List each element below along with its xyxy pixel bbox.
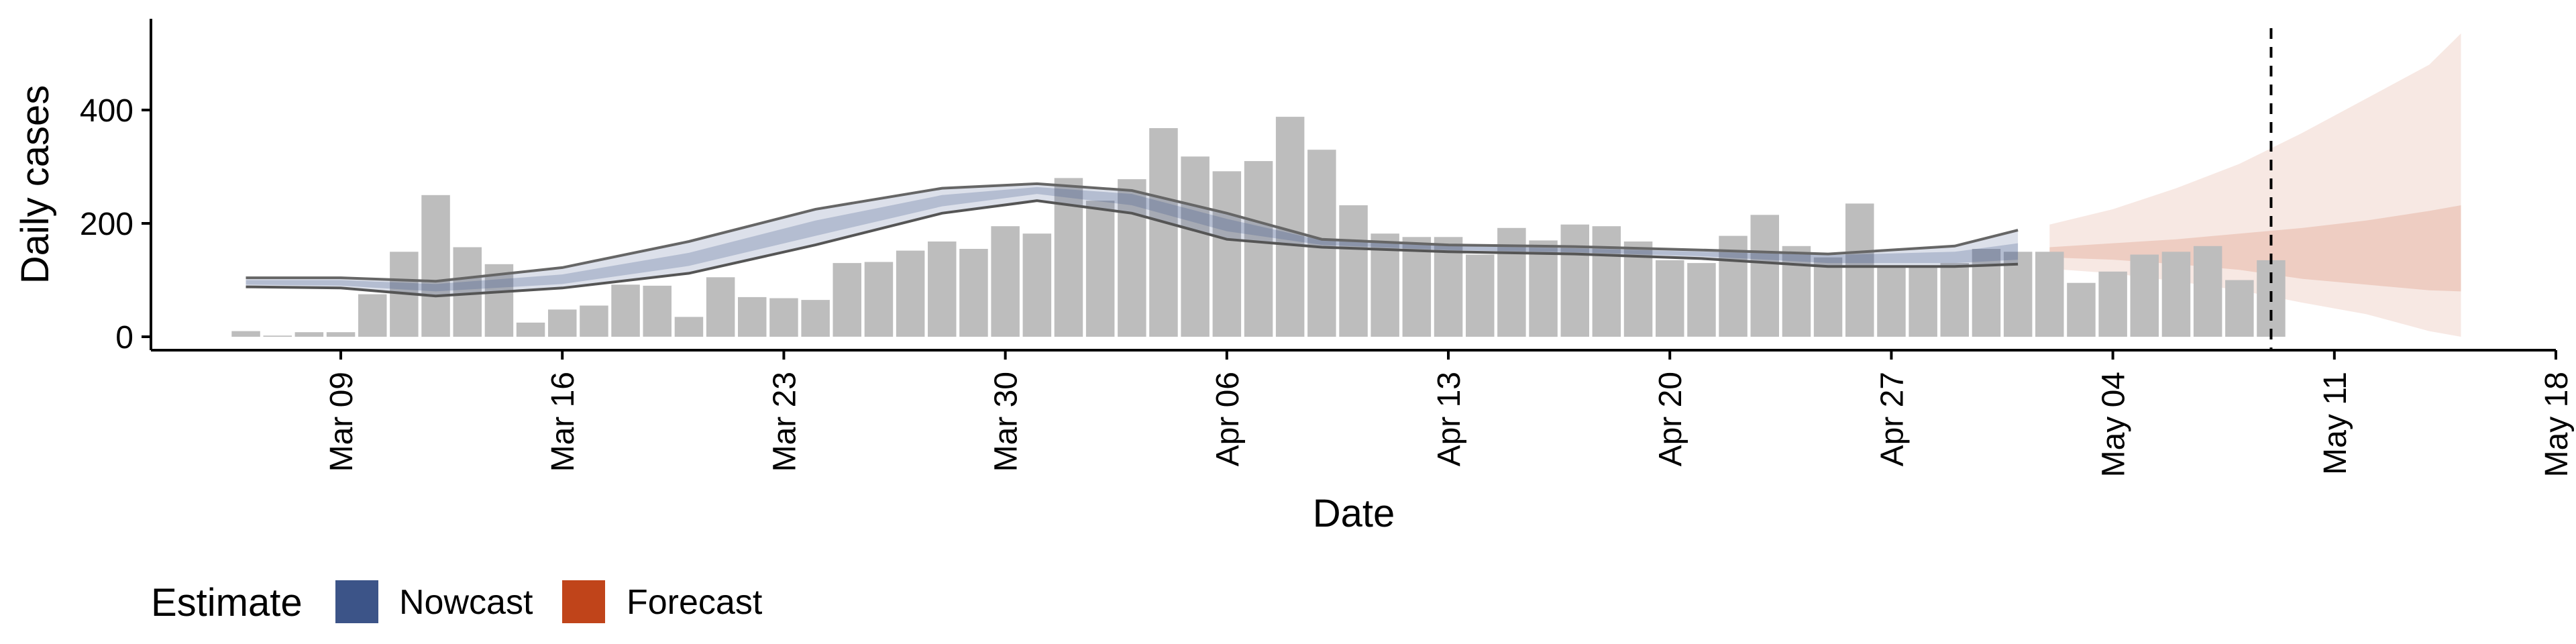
axes-layer [150, 19, 2556, 352]
case-bar [1244, 161, 1273, 337]
bar-layer [231, 117, 2286, 337]
case-bar [643, 285, 672, 337]
case-bar [801, 300, 830, 337]
case-bar [1719, 235, 1748, 337]
case-bar [1149, 128, 1178, 337]
case-bar [2161, 252, 2191, 337]
x-tick-label: Apr 27 [1874, 372, 1910, 466]
case-bar [833, 263, 861, 337]
case-bar [896, 250, 925, 337]
case-bar [738, 297, 767, 337]
y-tick-layer: 0 200 400 [80, 93, 151, 356]
case-bar [1307, 150, 1336, 337]
median-line-layer [246, 182, 2019, 298]
case-bar [2225, 280, 2254, 337]
case-bar [580, 305, 608, 337]
case-bar [2003, 252, 2033, 337]
case-bar [1813, 257, 1843, 337]
nowcast-ribbon-50 [246, 186, 2019, 292]
case-bar [1118, 179, 1146, 337]
case-bar [1940, 263, 1969, 337]
case-bar [1592, 226, 1621, 337]
nowcast-upper-line [246, 182, 2019, 283]
nowcast-ribbon-90 [246, 183, 2019, 297]
case-bar [1022, 233, 1052, 337]
case-bar [1181, 156, 1210, 337]
x-axis-title: Date [1313, 492, 1395, 535]
case-bar [2193, 246, 2222, 337]
x-tick-label: Apr 13 [1432, 372, 1467, 466]
case-bar [1466, 254, 1495, 337]
case-bar [864, 262, 894, 337]
legend-swatch-forecast [562, 580, 605, 623]
x-tick-label: May 04 [2096, 372, 2132, 477]
case-bar [1782, 246, 1811, 337]
case-bar [1212, 171, 1242, 337]
x-tick-label: May 11 [2318, 372, 2353, 475]
case-bar [1434, 237, 1463, 337]
legend-label-forecast: Forecast [627, 583, 763, 622]
case-bar [453, 247, 482, 337]
case-bar [231, 331, 260, 337]
nowcast-lower-line [246, 199, 2019, 298]
case-bar [548, 309, 577, 337]
x-tick-label: Mar 16 [545, 372, 581, 472]
case-bar [928, 241, 957, 337]
case-bar [1402, 237, 1432, 337]
case-bar [959, 249, 988, 337]
x-tick-label: Apr 06 [1210, 372, 1246, 466]
case-bar [1529, 240, 1558, 337]
case-bar [1750, 215, 1779, 337]
x-tick-label: Apr 20 [1653, 372, 1688, 466]
case-bar [2035, 252, 2064, 337]
case-bar [2098, 271, 2127, 337]
case-bar [358, 294, 387, 337]
case-bar [706, 277, 735, 337]
case-bar [1909, 266, 1937, 337]
case-bar [421, 195, 450, 337]
case-bar [611, 284, 640, 337]
case-bar [294, 332, 324, 337]
x-tick-label: May 18 [2539, 372, 2575, 477]
legend: Estimate Nowcast Forecast [151, 580, 763, 625]
case-bar [263, 335, 292, 337]
case-bar [1656, 260, 1684, 337]
case-bar [991, 226, 1020, 337]
case-bar [1687, 263, 1716, 337]
legend-title: Estimate [151, 581, 303, 625]
case-bar [1339, 205, 1368, 337]
y-tick-label: 0 [115, 320, 133, 356]
y-tick-label: 200 [80, 207, 133, 242]
case-bar [769, 298, 798, 337]
case-bar [2067, 282, 2096, 337]
case-bar [2130, 254, 2159, 337]
x-tick-label: Mar 23 [767, 372, 802, 472]
legend-swatch-nowcast [335, 580, 378, 623]
case-bar [1845, 203, 1874, 337]
case-bar [1972, 249, 2001, 337]
case-bar [674, 317, 704, 337]
x-tick-label: Mar 09 [324, 372, 360, 472]
case-bar [326, 332, 356, 337]
y-tick-label: 400 [80, 93, 133, 129]
y-axis-title: Daily cases [13, 85, 57, 284]
x-tick-layer: Mar 09 Mar 16 Mar 23 Mar 30 Apr 06 Apr 13 Apr … [324, 350, 2575, 477]
x-tick-label: Mar 30 [989, 372, 1024, 472]
case-bar [516, 322, 545, 337]
case-bar [1497, 227, 1526, 337]
case-bar [1877, 266, 1906, 337]
forecast-ribbon-50 [2049, 205, 2461, 292]
case-bar [1560, 224, 1589, 337]
legend-label-nowcast: Nowcast [399, 583, 533, 622]
case-bar [1085, 201, 1115, 337]
